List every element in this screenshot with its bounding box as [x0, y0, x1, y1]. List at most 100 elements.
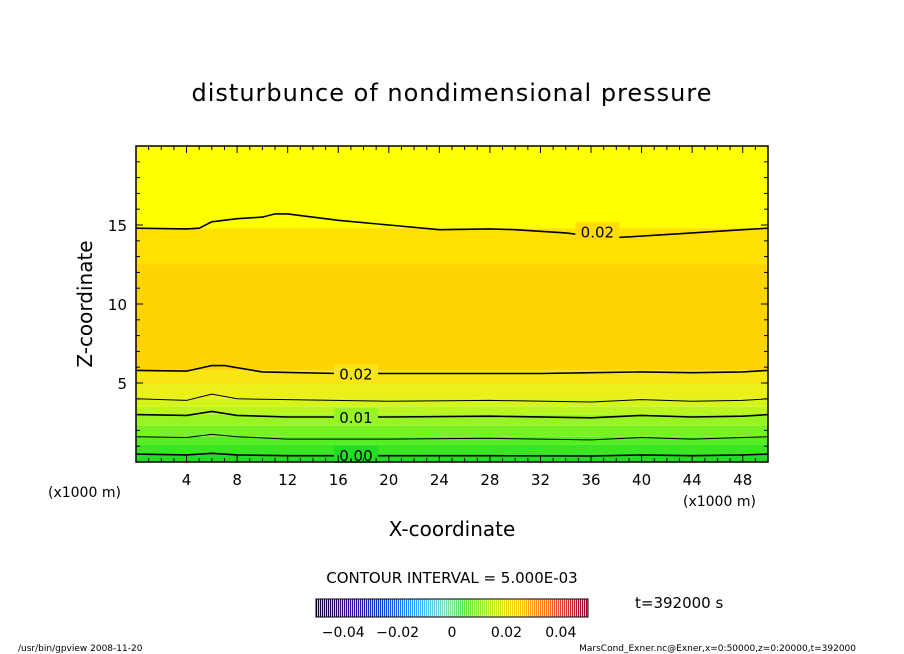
colorbar-stripe: [452, 599, 454, 617]
colorbar-stripe: [442, 599, 444, 617]
footer-left: /usr/bin/gpview 2008-11-20: [18, 644, 143, 654]
colorbar-tick-label: 0: [448, 625, 457, 641]
colorbar-stripe: [568, 599, 570, 617]
colorbar-stripe: [394, 599, 396, 617]
colorbar-stripe: [552, 599, 554, 617]
colorbar-stripe: [458, 599, 460, 617]
colorbar-tick-label: −0.04: [322, 625, 365, 641]
colorbar-stripe: [418, 599, 420, 617]
x-unit-right: (x1000 m): [683, 494, 756, 510]
filled-contours: [136, 146, 768, 462]
colorbar-stripe: [482, 599, 484, 617]
colorbar-stripe: [582, 599, 584, 617]
colorbar-stripe: [522, 599, 524, 617]
colorbar-stripe: [468, 599, 470, 617]
contour-line-3: [136, 410, 768, 419]
colorbar-stripe: [486, 599, 488, 617]
colorbar: [316, 599, 588, 617]
colorbar-stripe: [316, 599, 318, 617]
colorbar-stripe: [398, 599, 400, 617]
colorbar-stripe: [586, 599, 588, 617]
colorbar-stripe: [360, 599, 362, 617]
colorbar-stripe: [336, 599, 338, 617]
contour-line-4: [136, 433, 768, 441]
colorbar-stripe: [348, 599, 350, 617]
colorbar-stripe: [450, 599, 452, 617]
x-tick-label: 48: [733, 471, 752, 489]
contour-label-0: 0.02: [581, 223, 614, 241]
fill-band-3: [136, 425, 768, 437]
colorbar-stripe: [540, 599, 542, 617]
colorbar-stripe: [362, 599, 364, 617]
colorbar-stripe: [520, 599, 522, 617]
axis-ticks: [136, 146, 768, 462]
colorbar-stripe: [370, 599, 372, 617]
colorbar-stripe: [534, 599, 536, 617]
colorbar-stripe: [518, 599, 520, 617]
colorbar-stripe: [500, 599, 502, 617]
colorbar-stripe: [464, 599, 466, 617]
colorbar-stripe: [498, 599, 500, 617]
x-tick-label: 40: [632, 471, 651, 489]
colorbar-stripe: [536, 599, 538, 617]
fill-band-1: [136, 444, 768, 455]
colorbar-stripe: [530, 599, 532, 617]
colorbar-stripe: [558, 599, 560, 617]
colorbar-stripe: [506, 599, 508, 617]
colorbar-stripe: [366, 599, 368, 617]
chart-title: disturbunce of nondimensional pressure: [192, 79, 713, 107]
colorbar-stripe: [368, 599, 370, 617]
colorbar-stripe: [372, 599, 374, 617]
colorbar-stripe: [480, 599, 482, 617]
colorbar-stripe: [466, 599, 468, 617]
colorbar-stripe: [448, 599, 450, 617]
fill-band-9: [136, 264, 768, 371]
colorbar-stripe: [378, 599, 380, 617]
colorbar-stripe: [572, 599, 574, 617]
colorbar-stripe: [578, 599, 580, 617]
colorbar-stripe: [396, 599, 398, 617]
colorbar-stripe: [426, 599, 428, 617]
x-tick-label: 24: [430, 471, 449, 489]
colorbar-stripe: [566, 599, 568, 617]
colorbar-stripe: [324, 599, 326, 617]
colorbar-stripe: [408, 599, 410, 617]
colorbar-stripe: [508, 599, 510, 617]
colorbar-stripe: [392, 599, 394, 617]
colorbar-stripe: [350, 599, 352, 617]
colorbar-stripe: [344, 599, 346, 617]
colorbar-stripe: [386, 599, 388, 617]
colorbar-frame: [315, 598, 589, 618]
fill-band-5: [136, 406, 768, 415]
colorbar-stripe: [410, 599, 412, 617]
fill-band-2: [136, 436, 768, 445]
colorbar-stripe: [414, 599, 416, 617]
colorbar-stripe: [402, 599, 404, 617]
colorbar-stripe: [490, 599, 492, 617]
colorbar-stripe: [376, 599, 378, 617]
colorbar-stripe: [334, 599, 336, 617]
colorbar-stripe: [526, 599, 528, 617]
colorbar-stripe: [502, 599, 504, 617]
colorbar-stripe: [444, 599, 446, 617]
colorbar-stripe: [320, 599, 322, 617]
colorbar-stripe: [390, 599, 392, 617]
x-tick-labels: 4 8 12 16 20 24 28 32 36 40 44 48: [182, 471, 752, 489]
colorbar-stripe: [504, 599, 506, 617]
colorbar-tick-label: −0.02: [376, 625, 419, 641]
fill-band-4: [136, 414, 768, 426]
colorbar-stripe: [330, 599, 332, 617]
x-tick-label: 12: [278, 471, 297, 489]
colorbar-stripe: [412, 599, 414, 617]
contour-line-1: [136, 364, 768, 375]
colorbar-stripe: [478, 599, 480, 617]
contour-line-0: [136, 213, 768, 239]
x-tick-label: 32: [531, 471, 550, 489]
footer-right: MarsCond_Exner.nc@Exner,x=0:50000,z=0:20…: [579, 644, 856, 654]
colorbar-stripe: [364, 599, 366, 617]
colorbar-stripe: [374, 599, 376, 617]
contour-line-2: [136, 393, 768, 403]
x-axis-label: X-coordinate: [389, 517, 516, 541]
colorbar-stripe: [528, 599, 530, 617]
